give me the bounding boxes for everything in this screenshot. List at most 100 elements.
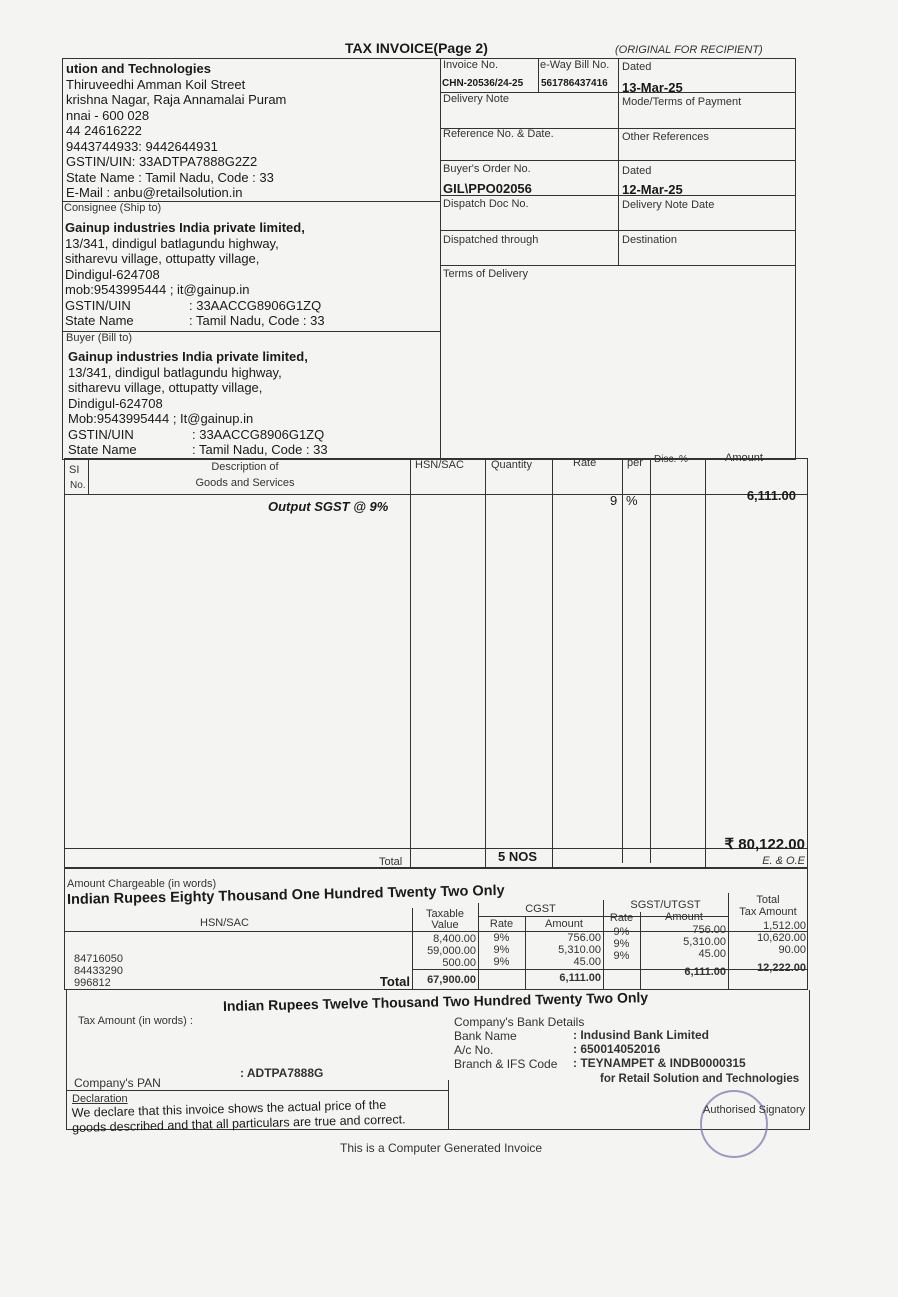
other-ref-label: Other References — [622, 131, 709, 143]
company-seal — [700, 1090, 768, 1158]
buyer-gstin-label: GSTIN/UIN — [68, 426, 134, 442]
buyer-gstin: : 33AACCG8906G1ZQ — [192, 426, 325, 442]
items-total-amount: ₹ 80,122.00 — [724, 836, 805, 853]
order-dated-label: Dated — [622, 165, 652, 177]
consignee-label: Consignee (Ship to) — [64, 202, 162, 214]
buyer-line: Mob:9543995444 ; It@gainup.in — [68, 411, 254, 426]
authorised-signatory: Authorised Signatory — [703, 1104, 806, 1116]
pan-value: : ADTPA7888G — [240, 1066, 324, 1080]
divider — [525, 917, 526, 990]
order-date: 12-Mar-25 — [622, 182, 683, 197]
tax-col-total: Total — [756, 894, 780, 906]
tax-sgst-rate: 9% — [613, 926, 630, 938]
tax-sgst-amount-list: 756.00 5,310.00 45.00 — [640, 924, 726, 960]
seller-line: 44 24616222 — [66, 123, 142, 138]
buyer-line: sitharevu village, ottupatty village, — [68, 380, 263, 395]
invoice-date: 13-Mar-25 — [622, 80, 683, 95]
consignee-name: Gainup industries India private limited, — [65, 220, 305, 235]
item-amount: 6,111.00 — [746, 488, 796, 503]
tax-taxable: 59,000.00 — [427, 945, 476, 957]
consignee-gstin-label: GSTIN/UIN — [65, 297, 131, 313]
tax-taxable: 500.00 — [442, 957, 476, 969]
consignee-line: Dindigul-624708 — [65, 266, 160, 282]
signatory-for: for Retail Solution and Technologies — [600, 1073, 800, 1085]
divider — [440, 230, 796, 231]
tax-summary-frame — [64, 868, 808, 990]
divider — [412, 908, 413, 990]
header-frame — [62, 58, 796, 460]
tax-total: 10,620.00 — [757, 932, 806, 944]
items-total-qty: 5 NOS — [498, 849, 538, 864]
tax-sgst-rate-list: 9% 9% 9% — [603, 926, 640, 962]
bank-name: : Indusind Bank Limited — [573, 1028, 710, 1042]
divider — [62, 201, 440, 202]
tax-hsn: 996812 — [74, 977, 111, 989]
tax-cgst-amount-list: 756.00 5,310.00 45.00 — [525, 932, 601, 968]
divider — [618, 58, 619, 265]
tax-sgst-amount: 45.00 — [698, 948, 726, 960]
tax-sgst-rate: 9% — [613, 938, 630, 950]
eway-no: 561786437416 — [541, 78, 608, 89]
divider — [650, 458, 651, 863]
tax-taxable-list: 8,400.00 59,000.00 500.00 — [412, 933, 476, 969]
tax-col-cgst-amount: Amount — [545, 918, 583, 930]
divider — [64, 848, 808, 849]
consignee-line: 13/341, dindigul batlagundu highway, — [65, 235, 279, 251]
tax-total-tax: 12,222.00 — [757, 962, 806, 974]
invoice-no-label: Invoice No. — [443, 59, 499, 71]
tax-col-taxable: Taxable — [426, 908, 464, 920]
buyer-order-no: GIL\PPO02056 — [443, 181, 532, 196]
tax-col-sgst: SGST/UTGST — [630, 899, 701, 911]
col-disc: Disc. % — [654, 454, 688, 465]
amount-words-label: Amount Chargeable (in words) — [67, 878, 217, 890]
divider — [622, 458, 623, 863]
divider — [62, 331, 440, 332]
mode-label: Mode/Terms of Payment — [622, 96, 742, 108]
account-no: : 650014052016 — [573, 1042, 661, 1056]
seller-line: State Name : Tamil Nadu, Code : 33 — [66, 169, 274, 185]
seller-line: Thiruveedhi Amman Koil Street — [66, 76, 246, 92]
tax-col-hsn: HSN/SAC — [200, 917, 249, 929]
seller-address: ution and Technologies Thiruveedhi Amman… — [66, 61, 286, 201]
seller-line: E-Mail : anbu@retailsolution.in — [66, 185, 243, 200]
tax-words-label: Tax Amount (in words) : — [78, 1015, 193, 1027]
col-si: SI — [69, 464, 80, 476]
divider — [440, 92, 796, 93]
buyer-name: Gainup industries India private limited, — [68, 349, 308, 364]
buyer-label: Buyer (Bill to) — [66, 332, 133, 344]
divider — [440, 58, 441, 460]
tax-sgst-amount: 5,310.00 — [683, 936, 726, 948]
tax-hsn: 84716050 — [74, 953, 123, 965]
tax-cgst-amount: 756.00 — [567, 932, 601, 944]
tax-cgst-rate: 9% — [493, 944, 510, 956]
col-desc: Description of — [211, 461, 279, 473]
divider — [478, 903, 479, 990]
account-label: A/c No. — [454, 1043, 494, 1057]
copy-label: (ORIGINAL FOR RECIPIENT) — [615, 44, 763, 56]
tax-cgst-rate-list: 9% 9% 9% — [478, 932, 525, 968]
divider — [538, 58, 539, 92]
item-per: % — [626, 493, 638, 508]
buyer-line: Dindigul-624708 — [68, 395, 163, 411]
tax-total-sgst: 6,111.00 — [684, 966, 726, 978]
seller-line: ution and Technologies — [66, 61, 211, 76]
col-rate: Rate — [573, 457, 597, 469]
computer-generated-note: This is a Computer Generated Invoice — [340, 1141, 543, 1155]
col-hsn: HSN/SAC — [415, 459, 464, 471]
col-desc-2: Goods and Services — [195, 477, 295, 489]
buyer-order-label: Buyer's Order No. — [443, 163, 531, 175]
consignee-state-label: State Name — [65, 313, 134, 328]
tax-total: 1,512.00 — [763, 920, 806, 932]
tax-cgst-amount: 45.00 — [573, 956, 601, 968]
pan-label: Company's PAN — [74, 1076, 161, 1090]
tax-hsn-list: 84716050 84433290 996812 — [74, 953, 123, 989]
tax-total-cgst: 6,111.00 — [559, 972, 601, 984]
tax-taxable: 8,400.00 — [433, 933, 476, 945]
divider — [485, 458, 486, 868]
divider — [552, 458, 553, 868]
divider — [603, 900, 604, 990]
tax-cgst-rate: 9% — [493, 932, 510, 944]
tax-total: 90.00 — [778, 944, 806, 956]
tax-total-taxable: 67,900.00 — [427, 974, 476, 986]
divider — [440, 265, 796, 266]
